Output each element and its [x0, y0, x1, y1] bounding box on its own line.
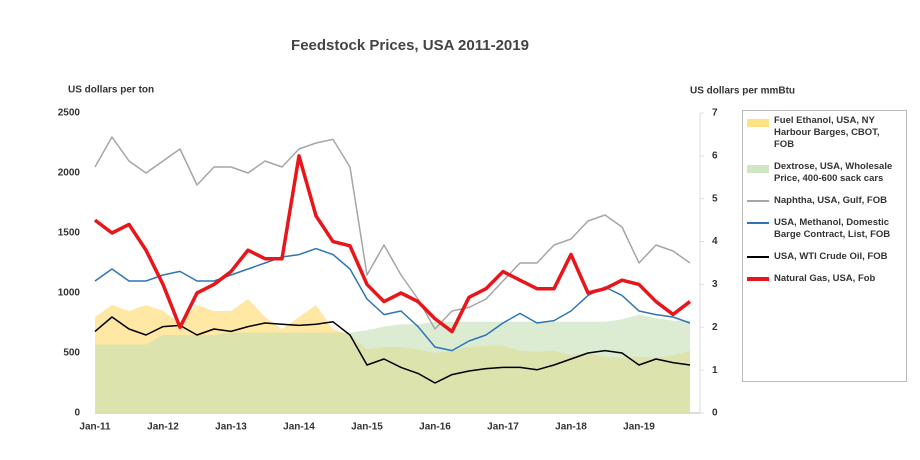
y2-tick-label: 5: [712, 193, 718, 204]
legend-swatch: [747, 277, 769, 281]
legend-swatch: [747, 165, 769, 173]
legend-label: Naphtha, USA, Gulf, FOB: [774, 195, 887, 206]
legend-entry: USA, WTI Crude Oil, FOB: [747, 251, 902, 263]
y-tick-label: 2500: [58, 108, 81, 119]
y2-tick-label: 1: [712, 365, 718, 376]
legend-entry: Natural Gas, USA, Fob: [747, 273, 902, 285]
y2-tick-label: 7: [712, 108, 718, 119]
y-tick-label: 1500: [58, 228, 81, 239]
y2-tick-label: 4: [712, 236, 718, 247]
legend-swatch: [747, 119, 769, 127]
y-tick-label: 0: [74, 408, 80, 419]
y2-tick-label: 6: [712, 150, 718, 161]
x-tick-label: Jan-17: [487, 422, 519, 433]
x-tick-label: Jan-19: [623, 422, 655, 433]
x-tick-label: Jan-15: [351, 422, 383, 433]
legend-label: USA, Methanol, Domestic Barge Contract, …: [774, 217, 891, 240]
y2-axis-label: US dollars per mmBtu: [690, 86, 795, 97]
y-tick-label: 2000: [58, 168, 81, 179]
legend-entry: USA, Methanol, Domestic Barge Contract, …: [747, 217, 902, 241]
legend-entry: Dextrose, USA, Wholesale Price, 400-600 …: [747, 161, 902, 185]
line: [93, 154, 692, 334]
chart-title: Feedstock Prices, USA 2011-2019: [291, 37, 529, 54]
legend-entry: Fuel Ethanol, USA, NY Harbour Barges, CB…: [747, 115, 902, 151]
legend: Fuel Ethanol, USA, NY Harbour Barges, CB…: [742, 110, 907, 382]
line: [94, 316, 691, 384]
y-tick-label: 500: [63, 348, 80, 359]
x-tick-label: Jan-16: [419, 422, 451, 433]
x-tick-label: Jan-14: [283, 422, 315, 433]
y-axis-label: US dollars per ton: [68, 85, 154, 96]
legend-swatch: [747, 256, 769, 258]
x-tick-label: Jan-13: [215, 422, 247, 433]
legend-label: Natural Gas, USA, Fob: [774, 273, 876, 284]
legend-swatch: [747, 200, 769, 202]
y-tick-label: 1000: [58, 288, 81, 299]
y2-tick-label: 3: [712, 279, 718, 290]
legend-label: Fuel Ethanol, USA, NY Harbour Barges, CB…: [774, 115, 880, 150]
legend-label: USA, WTI Crude Oil, FOB: [774, 251, 888, 262]
y2-tick-label: 2: [712, 322, 718, 333]
x-tick-label: Jan-18: [555, 422, 587, 433]
x-tick-label: Jan-12: [147, 422, 179, 433]
line: [94, 136, 691, 330]
legend-entry: Naphtha, USA, Gulf, FOB: [747, 195, 902, 207]
legend-swatch: [747, 222, 769, 224]
legend-label: Dextrose, USA, Wholesale Price, 400-600 …: [774, 161, 893, 184]
x-tick-label: Jan-11: [79, 422, 111, 433]
y2-tick-label: 0: [712, 408, 718, 419]
